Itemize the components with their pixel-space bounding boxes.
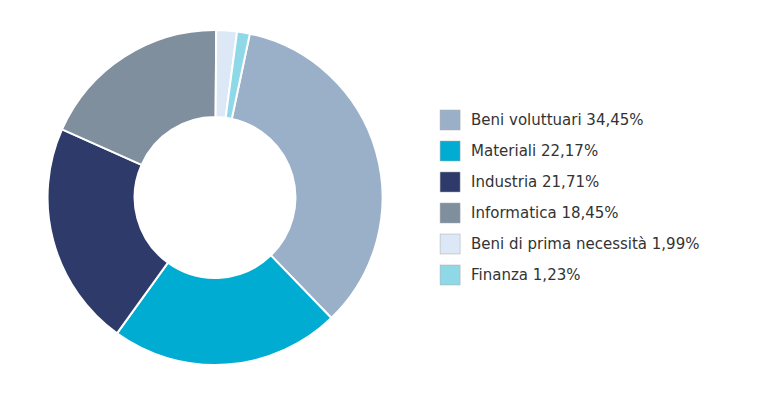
background — [0, 0, 768, 395]
legend-swatch — [440, 110, 460, 130]
donut-slice — [48, 129, 168, 333]
legend-swatch — [440, 172, 460, 192]
legend-swatch — [440, 265, 460, 285]
legend-swatch — [440, 203, 460, 223]
legend-label: Finanza 1,23% — [471, 266, 580, 284]
legend: Beni voluttuari 34,45% Materiali 22,17% In… — [440, 110, 699, 285]
legend-label: Materiali 22,17% — [471, 142, 598, 160]
legend-swatch — [440, 141, 460, 161]
legend-label: Beni di prima necessità 1,99% — [471, 235, 699, 253]
donut-slice — [62, 30, 216, 165]
legend-swatch — [440, 234, 460, 254]
legend-label: Informatica 18,45% — [471, 204, 619, 222]
chart: Beni voluttuari 34,45% Materiali 22,17% In… — [0, 0, 768, 395]
legend-label: Beni voluttuari 34,45% — [471, 111, 643, 129]
donut-slice — [226, 31, 250, 118]
legend-label: Industria 21,71% — [471, 173, 599, 191]
donut — [48, 30, 383, 365]
